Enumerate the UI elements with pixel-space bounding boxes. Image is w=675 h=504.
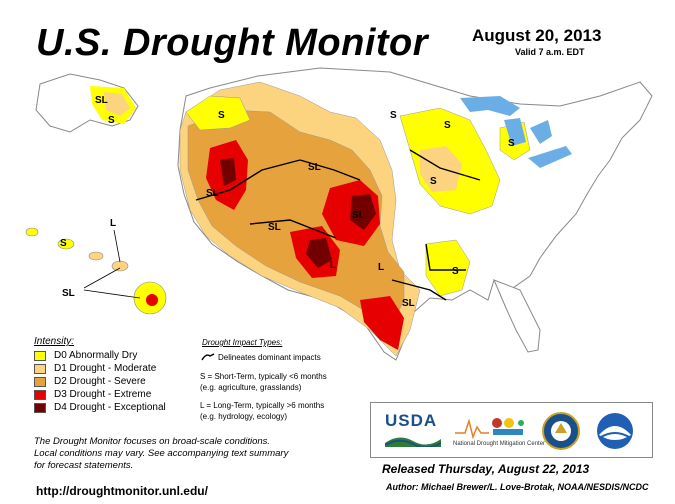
partner-logos: USDA National Drought Mitigation Center: [370, 402, 653, 458]
release-date: Released Thursday, August 22, 2013: [382, 462, 590, 476]
great-lakes: [460, 96, 572, 168]
label-mn-s: S: [390, 110, 397, 121]
label-ca-sl: SL: [206, 188, 219, 199]
label-tx-l: L: [378, 262, 384, 273]
impact-line-text: Delineates dominant impacts: [218, 353, 321, 362]
label-hi-sl: SL: [62, 288, 75, 299]
label-hi-s: S: [60, 238, 67, 249]
drought-d3-texas: [360, 296, 404, 350]
legend-item-d3: D3 Drought - Extreme: [34, 388, 166, 401]
legend-item-d4: D4 Drought - Exceptional: [34, 401, 166, 414]
usda-logo: USDA: [385, 411, 438, 430]
legend-label-d0: D0 Abnormally Dry: [54, 350, 138, 361]
label-hi-l: L: [110, 218, 116, 229]
swatch-d4: [34, 402, 46, 413]
impact-long-2: (e.g. hydrology, ecology): [200, 412, 288, 421]
label-mi-s: S: [508, 138, 515, 149]
label-ak-s: S: [108, 115, 115, 126]
label-nw-sl: SL: [308, 162, 321, 173]
label-nm-sl: SL: [352, 210, 365, 221]
doc-seal-icon: [542, 412, 580, 450]
label-wi-s: S: [444, 120, 451, 131]
label-ak-sl: SL: [95, 95, 108, 106]
author-credit: Author: Michael Brewer/L. Love-Brotak, N…: [386, 482, 649, 492]
map-date: August 20, 2013: [472, 26, 602, 45]
disclaimer-line-3: for forecast statements.: [34, 460, 134, 471]
label-ia-s: S: [430, 176, 437, 187]
impact-line-icon: [201, 353, 215, 361]
label-sw-sl: SL: [268, 222, 281, 233]
swatch-d2: [34, 376, 46, 387]
map-title: U.S. Drought Monitor: [36, 22, 429, 64]
disclaimer: The Drought Monitor focuses on broad-sca…: [34, 436, 364, 472]
swatch-d0: [34, 350, 46, 361]
website-link[interactable]: http://droughtmonitor.unl.edu/: [36, 484, 208, 498]
label-tx-sl: SL: [402, 298, 415, 309]
legend-title: Intensity:: [34, 336, 75, 347]
impact-boundaries: [195, 149, 481, 301]
legend-item-d2: D2 Drought - Severe: [34, 375, 166, 388]
impact-title: Drought Impact Types:: [202, 338, 283, 347]
label-nm-l: L: [330, 260, 336, 271]
drought-d4-colorado: [350, 194, 376, 230]
disclaimer-line-2: Local conditions may vary. See accompany…: [34, 448, 289, 459]
drought-d4-newmexico: [306, 238, 332, 268]
hawaii-islands: [25, 227, 167, 315]
legend-label-d2: D2 Drought - Severe: [54, 376, 146, 387]
drought-d4-california: [220, 158, 236, 186]
ndmc-logo-icon: [455, 418, 524, 439]
impact-short-2: (e.g. agriculture, grasslands): [200, 383, 302, 392]
disclaimer-line-1: The Drought Monitor focuses on broad-sca…: [34, 436, 271, 447]
impact-short-1: S = Short-Term, typically <6 months: [200, 372, 327, 381]
intensity-legend: D0 Abnormally Dry D1 Drought - Moderate …: [34, 349, 166, 414]
valid-time: Valid 7 a.m. EDT: [515, 47, 585, 57]
drought-south-d0: [425, 239, 471, 297]
legend-item-d1: D1 Drought - Moderate: [34, 362, 166, 375]
label-la-s: S: [452, 266, 459, 277]
noaa-logo-icon: [597, 413, 633, 449]
legend-label-d1: D1 Drought - Moderate: [54, 363, 157, 374]
swatch-d3: [34, 389, 46, 400]
label-pnw-s: S: [218, 110, 225, 121]
drought-alaska-d1: [104, 92, 130, 116]
legend-label-d3: D3 Drought - Extreme: [54, 389, 152, 400]
swatch-d1: [34, 363, 46, 374]
drought-pnw-d0: [185, 95, 251, 131]
impact-long-1: L = Long-Term, typically >6 months: [200, 401, 325, 410]
florida: [493, 279, 541, 353]
legend-item-d0: D0 Abnormally Dry: [34, 349, 166, 362]
ndmc-logo-text: National Drought Mitigation Center: [453, 441, 546, 447]
legend-label-d4: D4 Drought - Exceptional: [54, 402, 166, 413]
usda-hills-icon: [385, 437, 441, 447]
